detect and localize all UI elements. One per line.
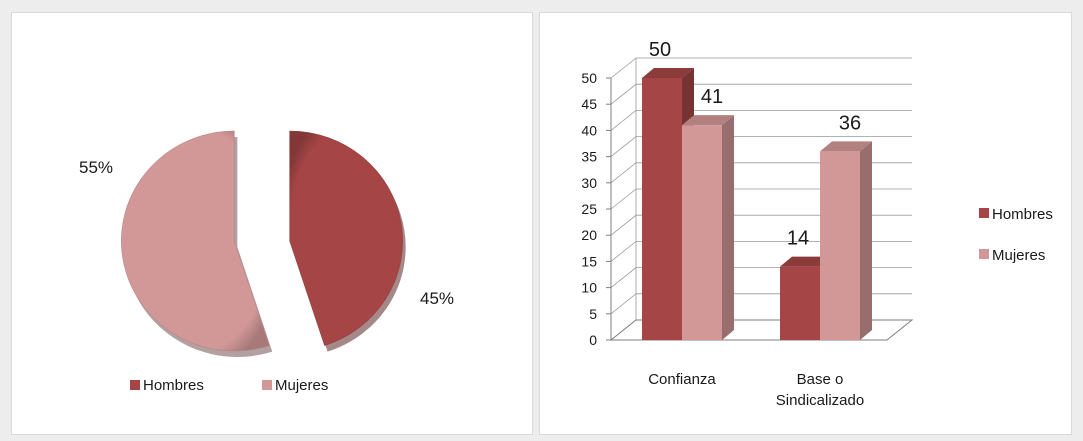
pie-chart: 45% 55% Hombres Mujeres: [79, 130, 454, 394]
bar-side-mujeres-0: [722, 115, 734, 340]
data-label-mujeres-1: 36: [839, 112, 861, 134]
grid-diagonal: [610, 188, 637, 210]
x-category-label-base-o-sindicalizado: Sindicalizado: [776, 392, 864, 409]
grid-diagonal: [610, 110, 637, 131]
grid-diagonal: [610, 83, 637, 105]
grid-diagonal: [610, 241, 637, 262]
y-tick-label-45: 45: [581, 96, 597, 112]
pie-label-mujeres: 55%: [79, 158, 113, 177]
bar-hombres-0: [642, 78, 682, 340]
pie-legend-swatch-hombres: [130, 380, 140, 390]
grid-diagonal: [610, 267, 637, 288]
y-tick-label-10: 10: [581, 280, 597, 296]
x-category-label-base-o-sindicalizado: Base o: [797, 371, 844, 388]
y-tick-label-30: 30: [581, 175, 597, 191]
y-tick-label-20: 20: [581, 227, 597, 243]
grid-diagonal: [610, 293, 637, 315]
y-tick-label-25: 25: [581, 201, 597, 217]
pie-chart-panel: 45% 55% Hombres Mujeres: [11, 12, 533, 435]
grid-diagonal: [610, 57, 637, 79]
bar-legend-label-hombres: Hombres: [992, 206, 1053, 223]
bar-legend-label-mujeres: Mujeres: [992, 247, 1045, 264]
bar-top-mujeres-1: [820, 141, 872, 152]
bar-top-hombres-1: [780, 256, 832, 267]
bar-side-mujeres-1: [860, 141, 872, 340]
y-tick-label-35: 35: [581, 149, 597, 165]
pie-label-hombres: 45%: [420, 289, 454, 308]
y-tick-label-5: 5: [589, 306, 597, 322]
bar-chart: 0 5 10 15 20 25 30 35 40 45 50 50 14 41 36 Confianza Bas…: [581, 39, 1053, 409]
data-label-mujeres-0: 41: [701, 86, 723, 108]
bar-mujeres-0: [682, 125, 722, 340]
data-label-hombres-0: 50: [649, 39, 671, 61]
y-tick-label-40: 40: [581, 122, 597, 138]
y-tick-label-15: 15: [581, 253, 597, 269]
pie-legend-swatch-mujeres: [262, 380, 272, 390]
bar-hombres-1: [780, 266, 820, 340]
bar-top-hombres-0: [642, 68, 694, 78]
bar-chart-panel: 0 5 10 15 20 25 30 35 40 45 50 50 14 41 36 Confianza Bas…: [539, 12, 1072, 435]
y-tick-label-50: 50: [581, 70, 597, 86]
grid-diagonal: [610, 162, 637, 184]
bar-legend-swatch-mujeres: [979, 249, 989, 259]
bar-legend-swatch-hombres: [979, 208, 989, 218]
data-label-hombres-1: 14: [787, 228, 809, 250]
grid-diagonal: [610, 214, 637, 236]
pie-slice-mujeres: [121, 130, 270, 352]
pie-legend-label-hombres: Hombres: [143, 377, 204, 394]
pie-legend-label-mujeres: Mujeres: [275, 377, 328, 394]
x-category-label-confianza: Confianza: [648, 371, 716, 388]
y-tick-label-0: 0: [589, 332, 597, 348]
bar-top-mujeres-0: [682, 115, 734, 126]
bar-mujeres-1: [820, 151, 860, 340]
pie-slice-hombres: [289, 130, 403, 346]
grid-diagonal: [610, 136, 637, 157]
